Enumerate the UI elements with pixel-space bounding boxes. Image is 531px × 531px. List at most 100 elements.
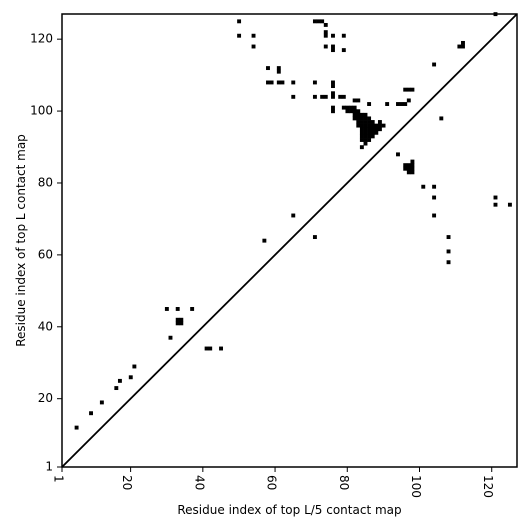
contact-cell xyxy=(280,80,285,85)
contact-cell xyxy=(363,123,368,128)
contact-cell xyxy=(359,127,364,132)
contact-cell xyxy=(359,134,364,139)
contact-cell xyxy=(175,321,180,326)
contact-cell xyxy=(367,130,372,135)
contact-cell xyxy=(385,102,390,106)
contact-cell xyxy=(179,317,184,322)
contact-cell xyxy=(320,94,325,99)
contact-cell xyxy=(291,80,296,85)
contact-cell xyxy=(356,123,361,128)
contact-cell xyxy=(341,33,346,38)
contact-cell xyxy=(367,116,372,121)
contact-cell xyxy=(312,80,317,85)
contact-cell xyxy=(461,40,465,45)
contact-cell xyxy=(352,105,357,110)
x-tick-label: 120 xyxy=(481,475,495,498)
contact-cell xyxy=(251,44,256,49)
contact-cell xyxy=(367,138,372,142)
contact-cell xyxy=(352,112,357,117)
contact-cell xyxy=(457,44,462,49)
contact-cell xyxy=(367,127,372,132)
contact-cell xyxy=(359,138,364,142)
contact-cell xyxy=(331,33,335,38)
contact-cell xyxy=(117,378,122,383)
contact-cell xyxy=(179,321,184,326)
contact-cell xyxy=(493,202,498,207)
contact-cell xyxy=(406,166,411,171)
contact-cell xyxy=(89,411,93,416)
contact-cell xyxy=(331,44,335,49)
contact-cell xyxy=(262,238,267,243)
contact-cell xyxy=(381,123,386,128)
contact-cell xyxy=(132,364,137,369)
contact-cell xyxy=(374,123,379,128)
contact-cell xyxy=(493,195,498,200)
contact-cell xyxy=(406,87,411,92)
contact-cell xyxy=(432,213,437,218)
y-tick-label: 1 xyxy=(45,460,53,474)
contact-cell xyxy=(403,102,408,106)
y-tick-label: 60 xyxy=(38,247,53,261)
contact-cell xyxy=(410,170,415,175)
contact-cell xyxy=(341,94,346,99)
contact-cell xyxy=(323,94,328,99)
contact-cell xyxy=(352,98,357,103)
contact-cell xyxy=(331,109,335,114)
contact-cell xyxy=(352,116,357,121)
contact-cell xyxy=(406,163,411,168)
contact-cell xyxy=(323,30,328,35)
contact-cell xyxy=(219,346,223,351)
contact-cell xyxy=(399,102,404,106)
x-axis-label: Residue index of top L/5 contact map xyxy=(177,503,401,517)
x-axis-ticks: 1 20 40 60 80 100 120 xyxy=(52,467,495,498)
contact-cell xyxy=(341,48,346,53)
contact-cell xyxy=(363,141,368,146)
contact-cell xyxy=(175,317,180,322)
contact-cell xyxy=(410,166,415,171)
contact-cell xyxy=(266,66,270,71)
x-tick-label: 1 xyxy=(52,475,66,483)
y-tick-label: 40 xyxy=(38,319,53,333)
contact-cell xyxy=(251,33,256,38)
y-axis-label: Residue index of top L contact map xyxy=(14,134,28,347)
diagonal-line xyxy=(61,13,518,468)
contact-cell xyxy=(208,346,213,351)
contact-cell xyxy=(312,235,317,240)
contact-cell xyxy=(403,87,408,92)
contact-cell xyxy=(168,335,173,340)
contact-cell xyxy=(374,130,379,135)
contact-cell xyxy=(349,109,353,114)
contact-cell xyxy=(276,66,281,71)
contact-cell xyxy=(359,120,364,124)
contact-cell xyxy=(363,112,368,117)
contact-cell xyxy=(164,307,169,311)
contact-cell xyxy=(312,19,317,24)
contact-cell xyxy=(363,130,368,135)
contact-cell xyxy=(356,116,361,121)
contact-cell xyxy=(345,109,350,114)
x-tick-label: 40 xyxy=(192,475,206,490)
contact-cell xyxy=(276,80,281,85)
contact-cell xyxy=(461,44,465,49)
contact-cell xyxy=(291,213,296,218)
x-tick-label: 100 xyxy=(409,475,423,498)
contact-cell xyxy=(331,91,335,96)
contact-cell xyxy=(114,386,119,391)
contact-cell xyxy=(446,249,451,254)
y-tick-label: 80 xyxy=(38,175,53,189)
contact-cell xyxy=(367,102,372,106)
contact-cell xyxy=(406,170,411,175)
contact-cell xyxy=(323,44,328,49)
contact-cell xyxy=(276,69,281,74)
contact-cell xyxy=(370,130,375,135)
contact-cell xyxy=(396,102,400,106)
contact-cell xyxy=(356,120,361,124)
y-tick-label: 100 xyxy=(30,104,53,118)
contact-cell xyxy=(128,375,133,380)
contact-cell xyxy=(377,120,382,124)
contact-cell xyxy=(370,127,375,132)
contact-cells xyxy=(74,12,512,430)
contact-cell xyxy=(237,19,242,24)
contact-cell xyxy=(204,346,209,351)
